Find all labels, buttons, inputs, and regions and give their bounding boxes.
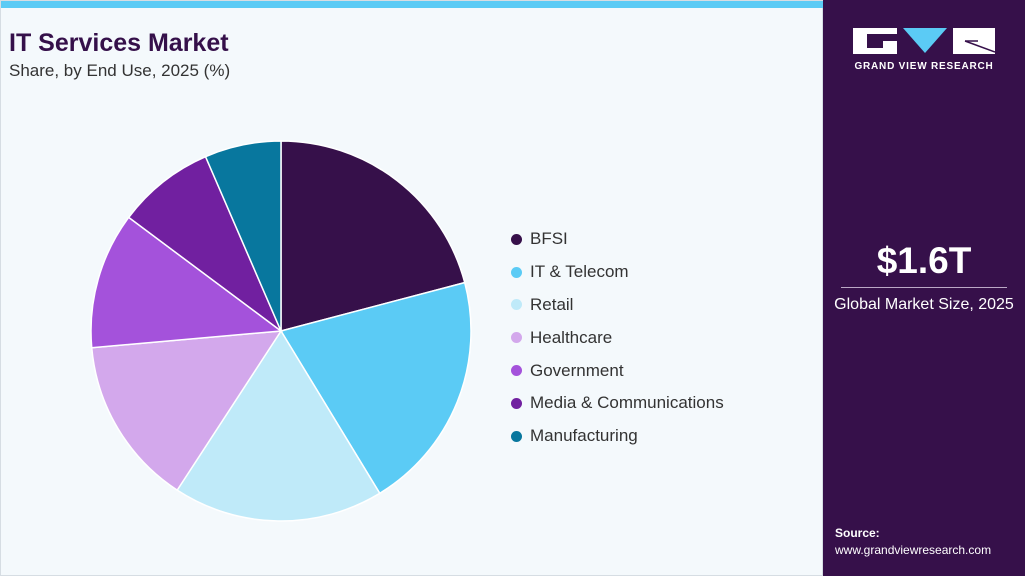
legend-item: Retail	[511, 289, 724, 322]
legend-item: Government	[511, 354, 724, 387]
legend-swatch	[511, 397, 522, 409]
grand-view-research-logo	[853, 28, 995, 54]
legend-swatch	[511, 332, 522, 344]
pie-chart	[90, 140, 472, 522]
legend-item: IT & Telecom	[511, 256, 724, 289]
legend-item: Manufacturing	[511, 420, 724, 453]
legend-label: Government	[530, 360, 624, 380]
legend-item: BFSI	[511, 223, 724, 256]
legend-swatch	[511, 233, 522, 245]
legend-swatch	[511, 266, 522, 278]
legend-label: BFSI	[530, 229, 568, 249]
pie-slice-government	[90, 216, 284, 349]
legend-swatch	[511, 365, 522, 377]
sidebar: GRAND VIEW RESEARCH $1.6T Global Market …	[823, 0, 1025, 576]
legend: BFSI IT & Telecom Retail Healthcare Governme…	[511, 223, 724, 453]
pie-slice-it-telecom	[279, 281, 472, 495]
legend-label: IT & Telecom	[530, 262, 629, 282]
legend-label: Retail	[530, 294, 574, 314]
legend-label: Media & Communications	[530, 393, 724, 413]
market-size-value: $1.6T	[876, 240, 972, 281]
source-link[interactable]: www.grandviewresearch.com	[835, 543, 992, 557]
pie-slice-bfsi	[280, 140, 466, 332]
legend-item: Media & Communications	[511, 387, 724, 420]
legend-item: Healthcare	[511, 321, 724, 354]
legend-swatch	[511, 299, 522, 311]
chart-panel: IT Services Market Share, by End Use, 20…	[0, 0, 824, 576]
pie-slice-healthcare	[90, 330, 283, 492]
source-label: Source:	[835, 526, 880, 540]
legend-label: Healthcare	[530, 327, 613, 347]
legend-label: Manufacturing	[530, 426, 638, 446]
pie-slice-retail	[176, 329, 381, 522]
divider	[841, 287, 1007, 288]
pie-slice-manufacturing	[204, 140, 282, 332]
market-size-caption: Global Market Size, 2025	[834, 296, 1014, 313]
chart-title: IT Services Market	[9, 29, 229, 57]
logo-text: GRAND VIEW RESEARCH	[854, 61, 994, 72]
legend-swatch	[511, 430, 522, 442]
pie-slice-media-communications	[127, 155, 283, 334]
accent-bar	[1, 1, 824, 8]
chart-subtitle: Share, by End Use, 2025 (%)	[9, 61, 231, 80]
